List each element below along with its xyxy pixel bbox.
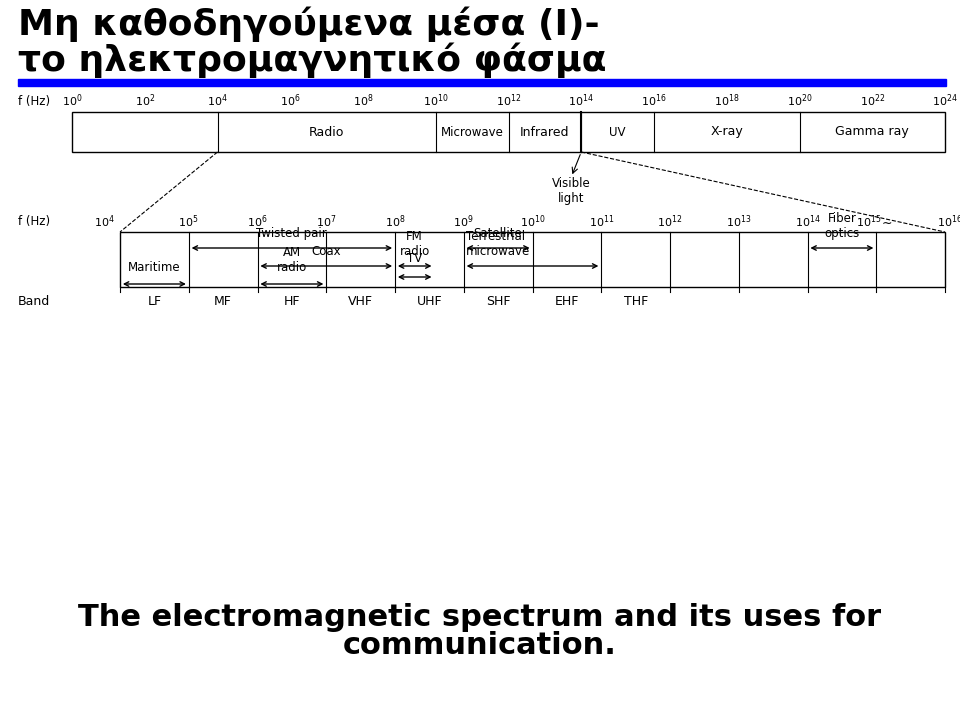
Text: $10^{12}$: $10^{12}$ <box>495 92 521 109</box>
Text: $10^{7}$: $10^{7}$ <box>316 214 337 230</box>
Text: το ηλεκτρομαγνητικό φάσμα: το ηλεκτρομαγνητικό φάσμα <box>18 42 607 77</box>
Text: MF: MF <box>214 295 232 308</box>
Text: HF: HF <box>283 295 300 308</box>
Text: communication.: communication. <box>343 631 617 660</box>
Text: TV: TV <box>407 252 422 265</box>
Text: THF: THF <box>623 295 648 308</box>
Text: $10^{6}$: $10^{6}$ <box>247 214 268 230</box>
Text: FM
radio: FM radio <box>399 230 430 258</box>
Text: $10^{18}$: $10^{18}$ <box>714 92 739 109</box>
Text: Infrared: Infrared <box>520 126 569 139</box>
Text: f (Hz): f (Hz) <box>18 215 50 228</box>
Text: $10^{15}$: $10^{15}$ <box>855 214 881 230</box>
Text: $10^{12}$: $10^{12}$ <box>658 214 683 230</box>
Text: $10^{14}$: $10^{14}$ <box>795 214 821 230</box>
Text: Band: Band <box>18 295 50 308</box>
Text: $10^{11}$: $10^{11}$ <box>588 214 614 230</box>
Text: EHF: EHF <box>555 295 579 308</box>
Text: $10^{20}$: $10^{20}$ <box>786 92 812 109</box>
Text: LF: LF <box>147 295 161 308</box>
Bar <box>72 112 945 152</box>
Text: AM
radio: AM radio <box>276 246 307 274</box>
Text: The electromagnetic spectrum and its uses for: The electromagnetic spectrum and its use… <box>79 603 881 632</box>
Bar <box>120 232 945 287</box>
Text: f (Hz): f (Hz) <box>18 95 50 108</box>
Text: Fiber
optics: Fiber optics <box>825 212 859 240</box>
Text: VHF: VHF <box>348 295 373 308</box>
Text: UV: UV <box>610 126 626 139</box>
Text: SHF: SHF <box>486 295 511 308</box>
Text: Maritime: Maritime <box>128 261 180 274</box>
Text: $10^{10}$: $10^{10}$ <box>519 214 545 230</box>
Text: $10^{16}$: $10^{16}$ <box>937 214 960 230</box>
Text: $10^{16}$: $10^{16}$ <box>641 92 667 109</box>
Text: Radio: Radio <box>309 126 345 139</box>
Text: Twisted pair: Twisted pair <box>256 227 327 240</box>
Text: Microwave: Microwave <box>441 126 504 139</box>
Text: Visible
light: Visible light <box>552 177 590 205</box>
Text: Satellite: Satellite <box>473 227 522 240</box>
Text: $\sim$: $\sim$ <box>879 215 893 228</box>
Text: $10^{9}$: $10^{9}$ <box>453 214 474 230</box>
Text: $10^{24}$: $10^{24}$ <box>932 92 958 109</box>
Text: $10^{13}$: $10^{13}$ <box>726 214 752 230</box>
Text: $10^{10}$: $10^{10}$ <box>423 92 448 109</box>
Text: Coax: Coax <box>311 245 341 258</box>
Text: Terrestrial
microwave: Terrestrial microwave <box>466 230 530 258</box>
Text: $10^{4}$: $10^{4}$ <box>94 214 115 230</box>
Text: $10^{14}$: $10^{14}$ <box>568 92 594 109</box>
Text: $10^{6}$: $10^{6}$ <box>280 92 300 109</box>
Text: $10^{22}$: $10^{22}$ <box>859 92 885 109</box>
Text: UHF: UHF <box>417 295 443 308</box>
Text: Μη καθοδηγούμενα μέσα (Ι)-: Μη καθοδηγούμενα μέσα (Ι)- <box>18 7 600 43</box>
Text: $10^{0}$: $10^{0}$ <box>61 92 83 109</box>
Text: X-ray: X-ray <box>710 126 743 139</box>
Text: $10^{4}$: $10^{4}$ <box>207 92 228 109</box>
Text: $10^{5}$: $10^{5}$ <box>179 214 199 230</box>
Text: Gamma ray: Gamma ray <box>835 126 909 139</box>
Bar <box>18 79 946 86</box>
Text: $10^{8}$: $10^{8}$ <box>352 92 373 109</box>
Text: $10^{2}$: $10^{2}$ <box>134 92 155 109</box>
Text: $10^{8}$: $10^{8}$ <box>385 214 405 230</box>
